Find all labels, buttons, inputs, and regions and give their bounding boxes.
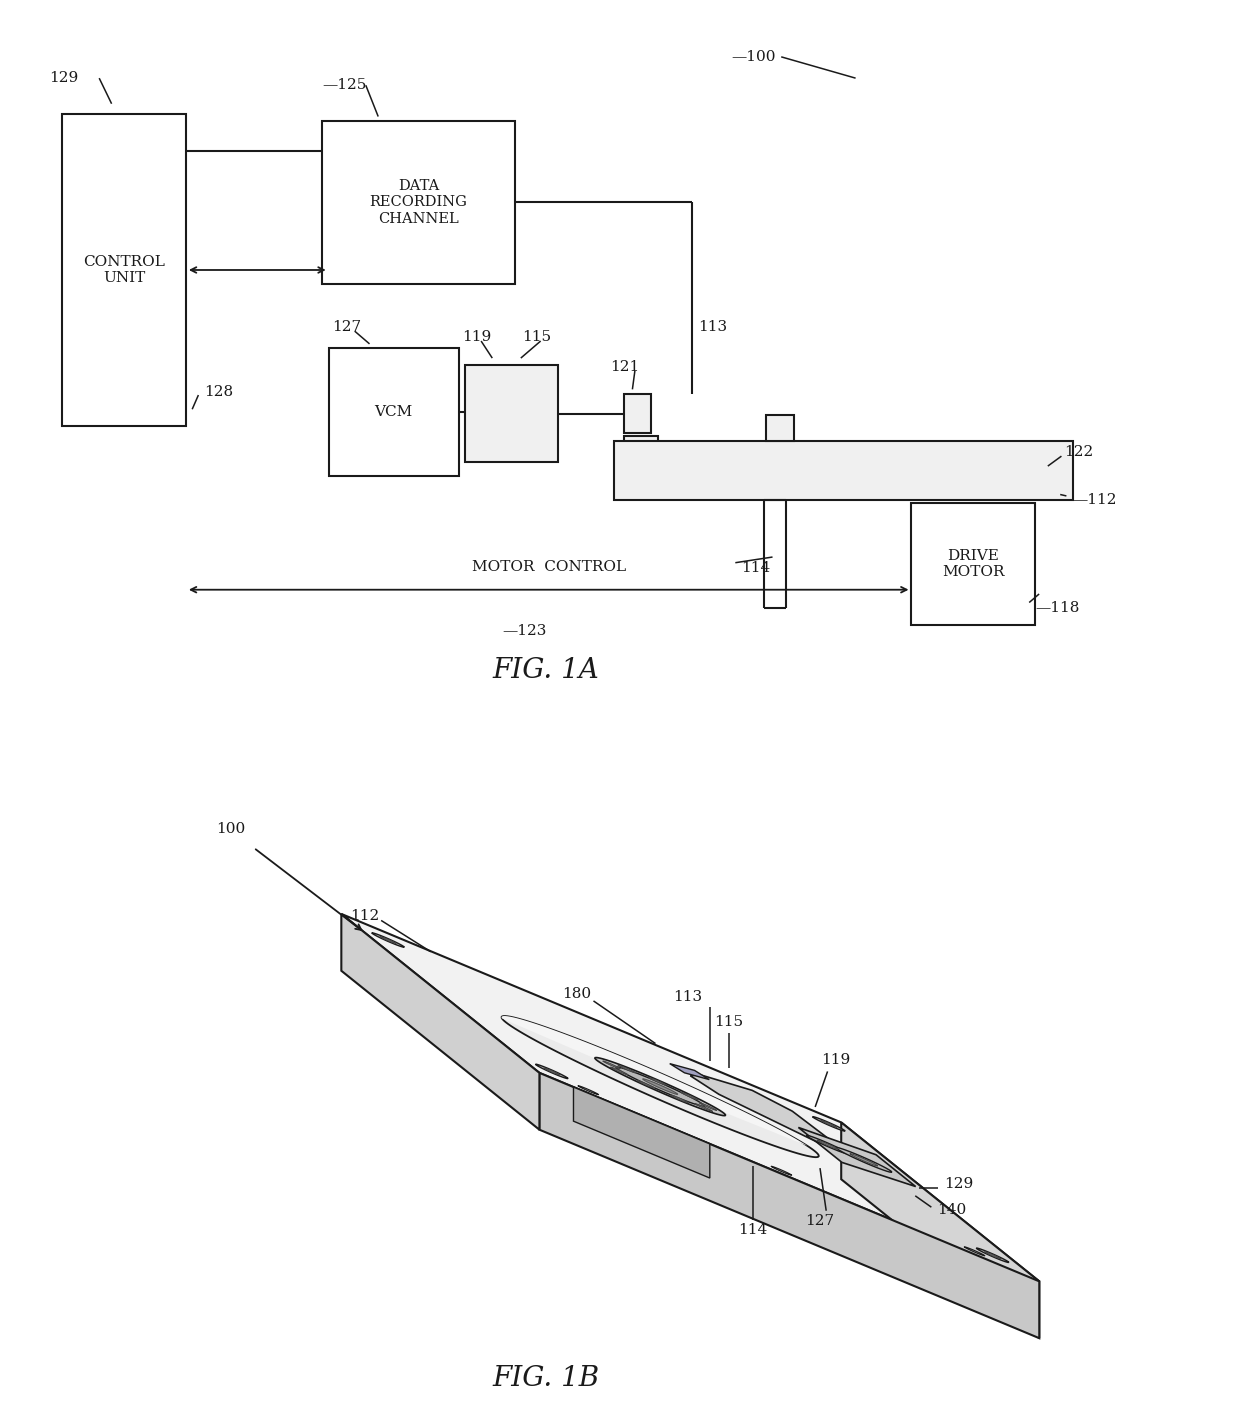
Text: 113: 113 xyxy=(673,990,702,1005)
Text: —112: —112 xyxy=(1073,493,1117,507)
Polygon shape xyxy=(379,936,396,944)
Polygon shape xyxy=(341,914,1039,1282)
Polygon shape xyxy=(573,1087,709,1178)
Text: 121: 121 xyxy=(610,360,640,374)
Text: 127: 127 xyxy=(332,320,361,334)
Text: 180: 180 xyxy=(563,986,591,1000)
Text: 119: 119 xyxy=(463,330,492,344)
Text: 119: 119 xyxy=(821,1053,851,1067)
Text: VCM: VCM xyxy=(374,405,413,419)
Polygon shape xyxy=(649,1077,666,1086)
Polygon shape xyxy=(985,1252,1001,1259)
Text: 127: 127 xyxy=(806,1214,835,1228)
Polygon shape xyxy=(610,1067,627,1074)
Polygon shape xyxy=(501,1016,807,1145)
Text: 129: 129 xyxy=(50,71,79,85)
Polygon shape xyxy=(578,1086,599,1094)
Polygon shape xyxy=(372,932,404,948)
Polygon shape xyxy=(341,914,539,1130)
Polygon shape xyxy=(536,1064,568,1079)
Polygon shape xyxy=(671,1094,688,1103)
Polygon shape xyxy=(691,1074,832,1148)
Bar xyxy=(766,415,794,441)
Polygon shape xyxy=(817,1140,838,1150)
Polygon shape xyxy=(696,1104,713,1111)
Text: 129: 129 xyxy=(944,1177,973,1191)
Polygon shape xyxy=(681,1093,698,1100)
Bar xyxy=(624,436,658,462)
Polygon shape xyxy=(616,1067,704,1107)
Polygon shape xyxy=(965,1246,985,1256)
Polygon shape xyxy=(976,1248,1009,1262)
Text: 114: 114 xyxy=(742,561,771,576)
Polygon shape xyxy=(841,1123,1039,1339)
Polygon shape xyxy=(618,1064,635,1073)
Bar xyxy=(614,441,1073,500)
Text: —123: —123 xyxy=(502,624,547,638)
Text: DATA
RECORDING
CHANNEL: DATA RECORDING CHANNEL xyxy=(370,179,467,226)
Polygon shape xyxy=(603,1061,620,1069)
Polygon shape xyxy=(812,1117,846,1131)
Polygon shape xyxy=(543,1067,559,1076)
Bar xyxy=(624,394,651,433)
Bar xyxy=(329,348,459,476)
Polygon shape xyxy=(502,1016,818,1157)
Text: 122: 122 xyxy=(1064,445,1094,459)
Bar xyxy=(62,114,186,426)
Text: FIG. 1B: FIG. 1B xyxy=(492,1364,599,1393)
Text: MOTOR  CONTROL: MOTOR CONTROL xyxy=(471,560,626,574)
Polygon shape xyxy=(670,1063,709,1080)
Polygon shape xyxy=(849,1154,878,1167)
Text: —125: —125 xyxy=(322,78,367,92)
Text: —100: —100 xyxy=(732,50,776,64)
Text: 115: 115 xyxy=(714,1015,744,1029)
Text: 140: 140 xyxy=(937,1204,967,1216)
Polygon shape xyxy=(539,1073,1039,1339)
Text: 100: 100 xyxy=(216,823,246,836)
Text: CONTROL
UNIT: CONTROL UNIT xyxy=(83,254,165,286)
Polygon shape xyxy=(637,1080,655,1088)
Text: DRIVE
MOTOR: DRIVE MOTOR xyxy=(942,549,1004,580)
Bar xyxy=(911,503,1035,625)
Polygon shape xyxy=(836,1147,892,1172)
Text: —118: —118 xyxy=(1035,601,1080,615)
Polygon shape xyxy=(806,1135,848,1154)
Polygon shape xyxy=(642,1079,677,1094)
Text: FIG. 1A: FIG. 1A xyxy=(492,657,599,685)
Polygon shape xyxy=(799,1127,915,1187)
Bar xyxy=(322,121,515,284)
Polygon shape xyxy=(595,1057,725,1115)
Bar xyxy=(465,365,558,462)
Polygon shape xyxy=(821,1120,837,1127)
Text: 115: 115 xyxy=(522,330,551,344)
Polygon shape xyxy=(699,1103,717,1110)
Text: 113: 113 xyxy=(698,320,727,334)
Text: 112: 112 xyxy=(350,909,379,924)
Text: 128: 128 xyxy=(205,385,233,399)
Text: 114: 114 xyxy=(738,1223,768,1236)
Polygon shape xyxy=(771,1167,791,1175)
